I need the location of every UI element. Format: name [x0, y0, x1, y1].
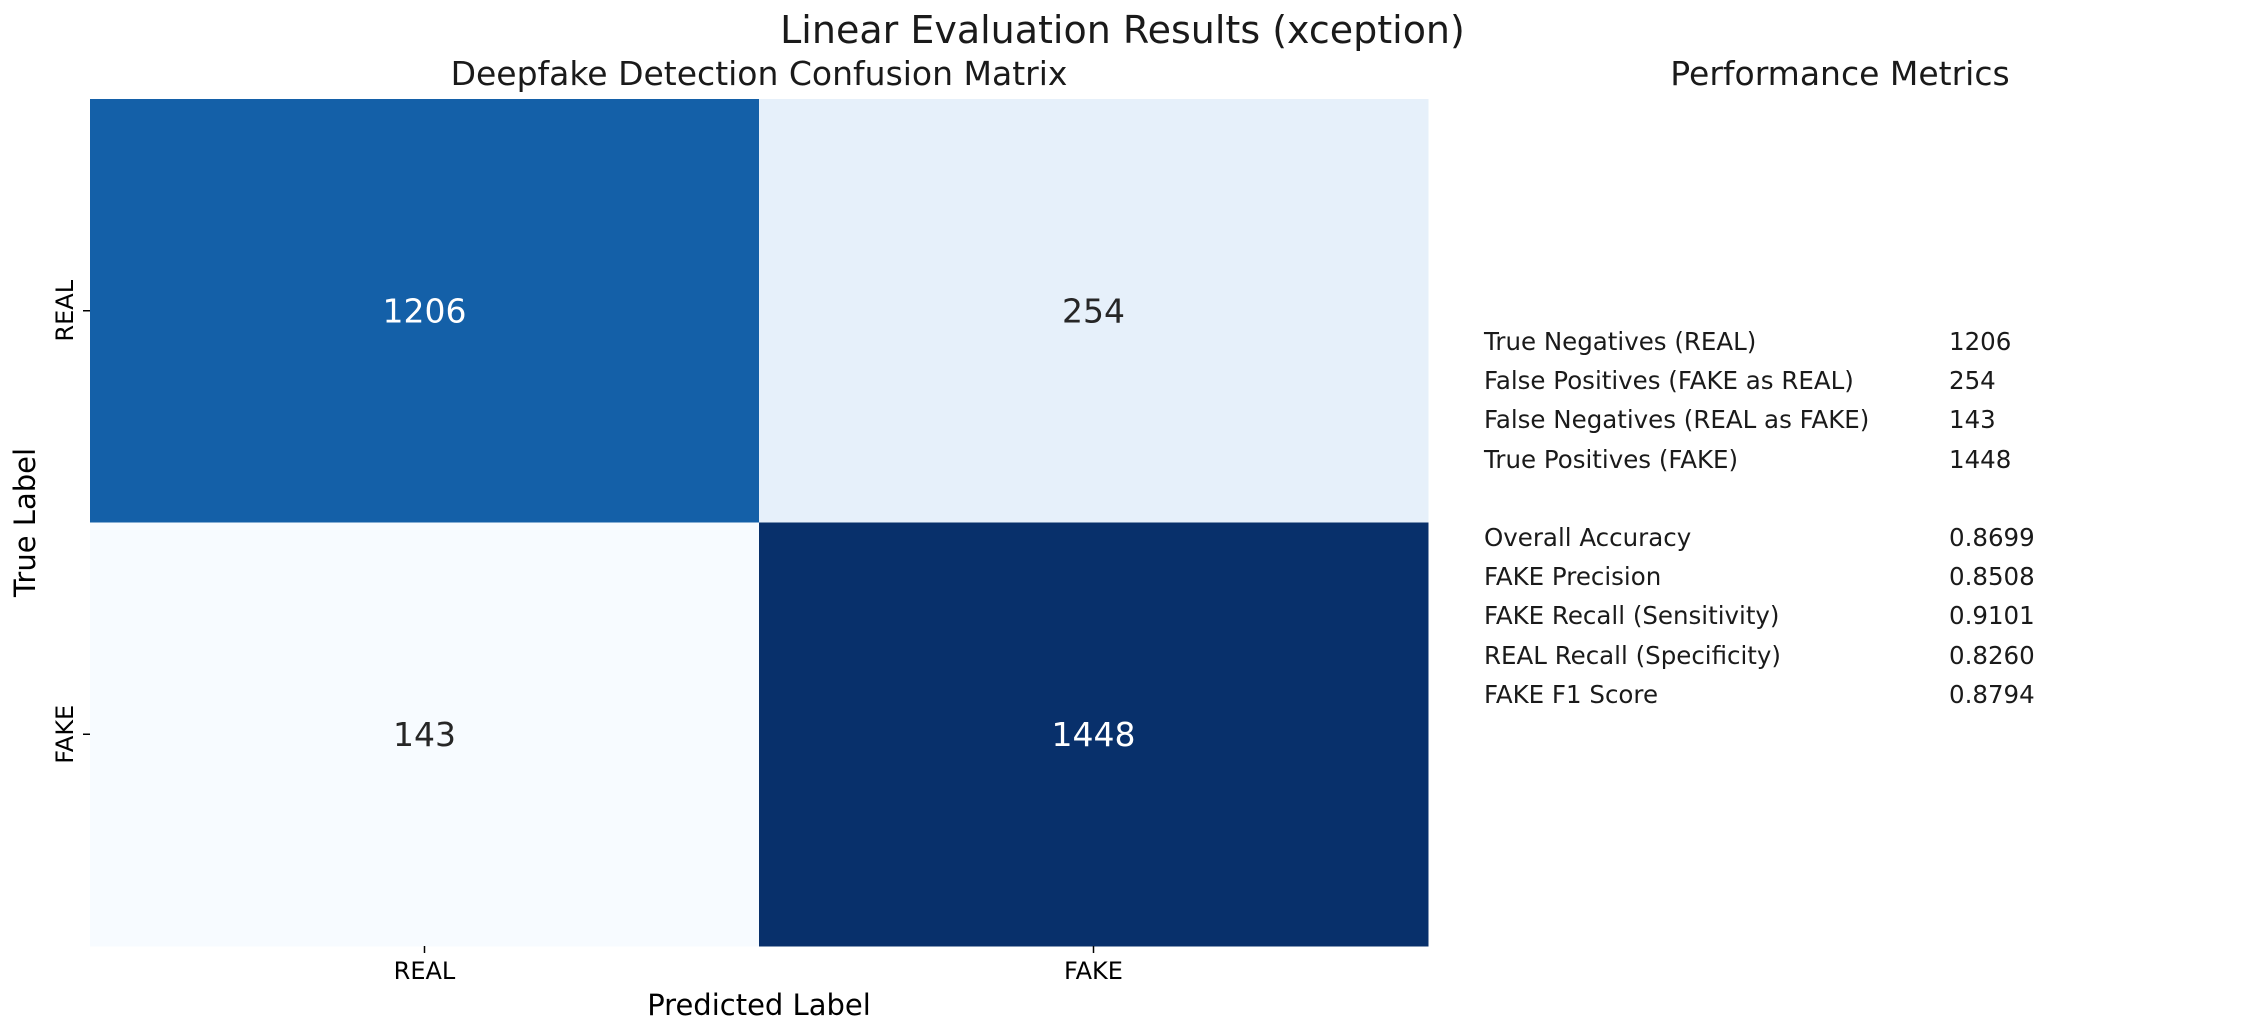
metric-label: FAKE F1 Score	[1484, 679, 1659, 709]
y-tick-label: REAL	[51, 279, 79, 341]
x-axis-label: Predicted Label	[647, 988, 871, 1022]
metric-value: 1448	[1949, 444, 2012, 474]
y-axis-label: True Label	[8, 448, 42, 598]
metric-label: REAL Recall (Specificity)	[1484, 640, 1781, 670]
metric-value: 0.9101	[1949, 601, 2035, 631]
metric-label: False Negatives (REAL as FAKE)	[1484, 405, 1870, 435]
metric-label: True Positives (FAKE)	[1484, 444, 1739, 474]
metric-value: 0.8260	[1949, 640, 2035, 670]
x-tick-label: FAKE	[1064, 957, 1123, 985]
metrics-panel-title: Performance Metrics	[1670, 54, 2010, 93]
metric-label: Overall Accuracy	[1484, 523, 1692, 552]
metric-label: True Negatives (REAL)	[1484, 327, 1757, 356]
confusion-matrix-title: Deepfake Detection Confusion Matrix	[450, 54, 1068, 93]
confusion-matrix-heatmap: 1206 254 143 1448 REAL FAKE REAL FAKE Predicted …	[8, 99, 1429, 1022]
metric-value: 254	[1949, 366, 1996, 396]
cell-value-label: 1206	[383, 291, 467, 330]
x-tick-label: REAL	[394, 957, 456, 985]
figure-title: Linear Evaluation Results (xception)	[780, 8, 1465, 52]
metric-label: FAKE Precision	[1484, 562, 1662, 592]
heatmap-cell-fake-real	[90, 522, 760, 947]
metric-value: 143	[1949, 405, 1996, 435]
metric-value: 0.8508	[1949, 562, 2035, 592]
y-tick-label: FAKE	[51, 705, 79, 764]
metric-value: 0.8699	[1949, 523, 2035, 552]
metric-value: 0.8794	[1949, 679, 2035, 709]
cell-value-label: 143	[393, 715, 456, 754]
cell-value-label: 254	[1062, 291, 1125, 330]
heatmap-cell-fake-fake	[759, 522, 1429, 947]
metric-value: 1206	[1949, 327, 2012, 356]
metric-label: FAKE Recall (Sensitivity)	[1484, 601, 1780, 631]
cell-value-label: 1448	[1052, 715, 1136, 754]
heatmap-cell-real-real	[90, 99, 760, 523]
heatmap-cell-real-fake	[759, 99, 1429, 523]
metric-label: False Positives (FAKE as REAL)	[1484, 366, 1854, 396]
